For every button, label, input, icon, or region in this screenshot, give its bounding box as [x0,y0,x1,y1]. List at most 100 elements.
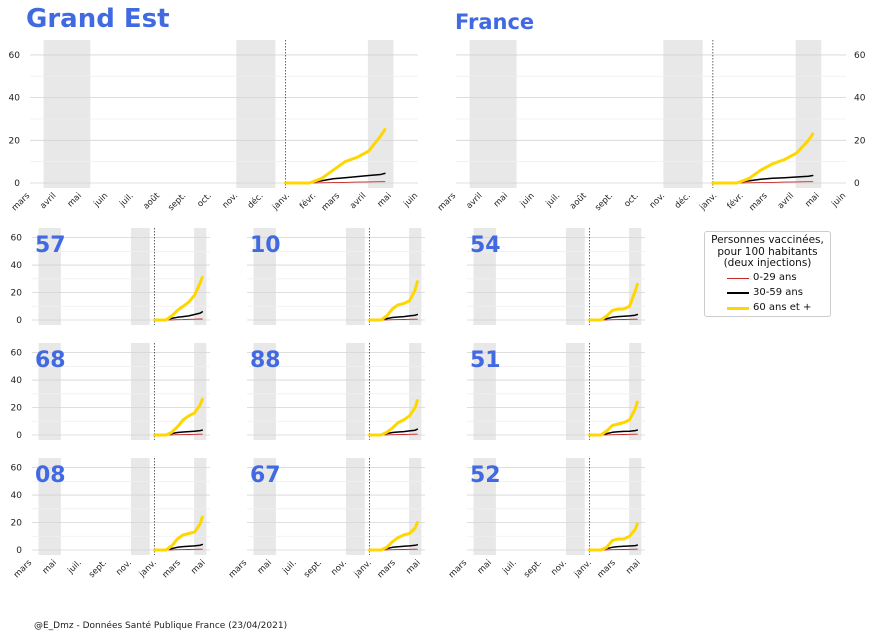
y-tick-label: 0 [14,179,20,189]
lockdown-shade [469,40,517,188]
lockdown-shade [253,458,276,555]
x-tick-label: avril [776,191,796,211]
y-tick-label: 20 [854,136,866,146]
x-tick-label: juin [829,191,848,210]
x-tick-label: janv. [352,558,374,580]
series-line-60-ans-et- [368,280,419,322]
x-tick-label: avril [348,191,368,211]
lockdown-shade [194,458,207,555]
y-tick-label: 20 [9,136,21,146]
panel-title: 08 [35,463,66,488]
x-tick-label: mars [447,558,470,581]
panel-title: 68 [35,348,66,373]
x-tick-label: juil. [117,191,136,210]
x-tick-label: mars [227,558,250,581]
x-tick-label: juil. [544,191,563,210]
x-tick-label: mai [66,191,84,209]
x-tick-label: sept. [522,558,544,580]
x-tick-label: oct. [622,191,640,209]
y-tick-label: 0 [854,179,860,189]
x-tick-label: nov. [329,558,349,578]
x-tick-label: déc. [672,190,693,211]
lockdown-shade [38,458,61,555]
lockdown-shade [345,343,365,440]
panel-title: 57 [35,233,66,258]
y-tick-label: 60 [11,464,23,474]
lockdown-shade [409,458,422,555]
x-tick-label: févr. [297,190,318,211]
x-tick-label: sept. [166,191,188,213]
legend-label: 30-59 ans [753,287,803,298]
x-tick-label: juin [91,191,110,210]
series-line-60-ans-et- [711,132,815,185]
x-tick-label: mai [189,558,207,576]
lockdown-shade [236,40,276,188]
x-tick-label: août [568,191,589,212]
series-line-60-ans-et- [284,128,387,185]
x-tick-label: juil. [280,558,299,577]
legend-swatch-60-plus [727,307,749,310]
legend-title-line: pour 100 habitants [717,245,818,258]
x-tick-label: janv. [137,558,159,580]
lockdown-shade [409,343,422,440]
x-tick-label: déc. [245,190,266,211]
y-tick-label: 40 [11,491,23,501]
lockdown-shade [629,458,642,555]
y-tick-label: 20 [11,289,23,299]
y-tick-label: 40 [854,94,866,104]
lockdown-shade [473,458,496,555]
x-tick-label: juil. [65,558,84,577]
x-tick-label: mars [10,191,33,214]
x-tick-label: sept. [302,558,324,580]
y-tick-label: 0 [16,546,22,556]
x-tick-label: avril [38,191,58,211]
panel-title: 54 [470,233,501,258]
x-tick-label: mars [436,191,459,214]
x-tick-label: févr. [725,190,746,211]
lockdown-shade [367,40,394,188]
lockdown-shade [43,40,91,188]
legend-title-line: (deux injections) [723,257,812,269]
x-tick-label: sept. [593,191,615,213]
x-tick-label: nov. [648,191,668,211]
x-tick-label: mars [376,558,399,581]
y-tick-label: 0 [16,431,22,441]
legend-label: 0-29 ans [753,272,797,283]
panel-title: 52 [470,463,501,488]
series-line-60-ans-et- [368,399,419,437]
x-tick-label: mai [624,558,642,576]
legend-swatch-0-29 [727,278,749,279]
x-tick-label: mai [803,191,821,209]
y-tick-label: 20 [11,404,23,414]
lockdown-shade [629,228,642,325]
lockdown-shade [565,228,585,325]
lockdown-shade [473,228,496,325]
x-tick-label: nov. [114,558,134,578]
y-tick-label: 60 [9,51,21,61]
y-tick-label: 60 [11,234,23,244]
x-tick-label: avril [464,191,484,211]
legend: Personnes vaccinées, pour 100 habitants … [704,231,831,317]
lockdown-shade [345,458,365,555]
y-tick-label: 40 [9,94,21,104]
panel-title: 67 [250,463,281,488]
x-tick-label: janv. [697,191,719,213]
lockdown-shade [473,343,496,440]
x-tick-label: juin [401,191,420,210]
lockdown-shade [38,228,61,325]
lockdown-shade [253,343,276,440]
x-tick-label: sept. [87,558,109,580]
x-tick-label: mai [492,191,510,209]
x-tick-label: mars [161,558,184,581]
panel-title: France [455,10,534,34]
panel-title: 10 [250,233,281,258]
lockdown-shade [663,40,703,188]
x-tick-label: mai [256,558,274,576]
x-tick-label: nov. [221,191,241,211]
lockdown-shade [194,228,207,325]
lockdown-shade [565,343,585,440]
series-line-60-ans-et- [588,400,639,437]
panel-title: 88 [250,348,281,373]
lockdown-shade [130,343,150,440]
x-tick-label: mai [404,558,422,576]
